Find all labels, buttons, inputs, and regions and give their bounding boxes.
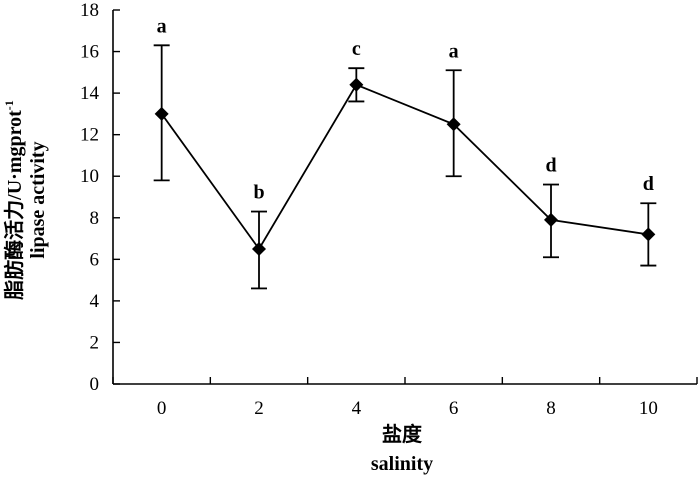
y-tick-label: 16 [80,42,99,63]
y-tick-label: 6 [90,249,100,270]
x-ticks: 0 2 4 6 8 10 [112,377,698,419]
data-point [252,241,266,256]
y-tick-label: 12 [80,125,99,146]
y-axis-title-en: lipase activity [27,141,49,258]
data-point [446,117,461,132]
significance-label: a [449,40,459,62]
x-axis-title-en: salinity [371,453,433,475]
x-tick-label: 10 [639,398,658,419]
significance-label: d [643,173,654,195]
y-tick-label: 14 [80,83,100,104]
x-tick-label: 8 [546,398,556,419]
y-axis-title-en-group: lipase activity [27,141,49,258]
y-ticks: 0 2 4 6 8 10 12 14 16 18 [80,0,120,395]
x-axis-title-cn: 盐度 [382,422,423,446]
significance-label: a [157,15,167,37]
data-point [154,106,169,121]
y-tick-label: 18 [80,0,99,21]
plot-area: a b c a d d [153,15,657,290]
x-tick-label: 6 [449,398,459,419]
significance-label: b [253,182,264,204]
y-axis-title-cn-group: 脂肪酶活力/U·mgprot-1 [2,100,26,300]
significance-label: c [352,38,361,60]
y-tick-label: 10 [80,166,99,187]
axes [112,10,697,385]
significance-label: d [545,155,556,177]
y-axis-title-cn: 脂肪酶活力/U·mgprot-1 [2,100,26,300]
series-line [160,83,649,251]
x-tick-label: 2 [254,398,264,419]
y-axis-title-sup: -1 [2,100,16,110]
x-tick-label: 4 [352,398,362,419]
y-tick-label: 4 [90,291,100,312]
x-tick-label: 0 [157,398,167,419]
y-tick-label: 8 [90,208,100,229]
y-tick-label: 2 [90,332,100,353]
y-tick-label: 0 [90,374,100,395]
y-axis-title-cn-text: 脂肪酶活力/U·mgprot [2,110,26,300]
data-point [544,212,558,227]
data-point [349,77,364,92]
data-point [641,227,656,242]
